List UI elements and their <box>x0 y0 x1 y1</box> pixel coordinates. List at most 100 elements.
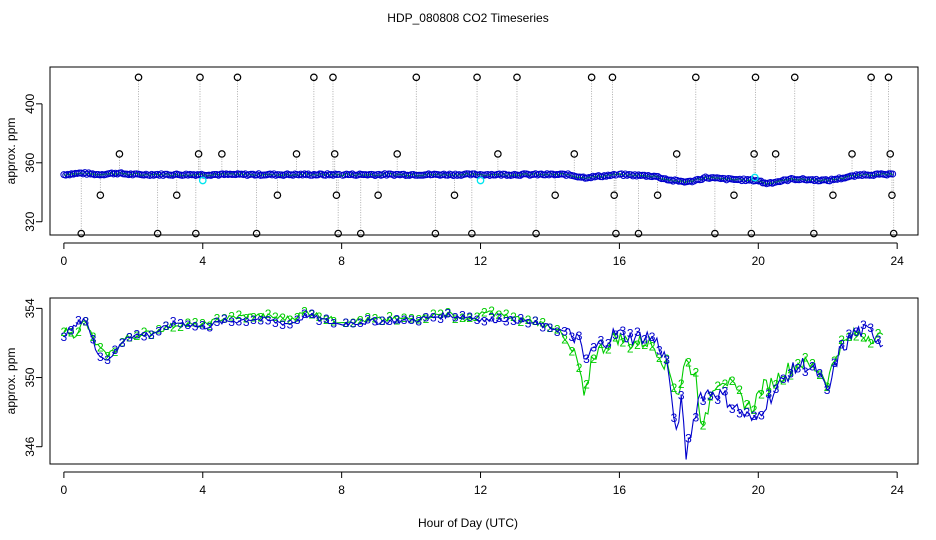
outlier-point <box>810 229 818 238</box>
series-2-marker: 2 <box>525 313 532 327</box>
series-2-marker: 2 <box>243 312 250 326</box>
outlier-point <box>393 150 402 158</box>
outlier-point <box>450 191 459 200</box>
outlier-point <box>194 150 203 158</box>
series-3-marker: 3 <box>867 321 874 335</box>
series-2-marker: 2 <box>279 311 286 325</box>
y-tick-label: 320 <box>23 211 37 231</box>
outlier-point <box>431 229 440 238</box>
series-3-marker: 3 <box>272 316 279 330</box>
series-3-marker: 3 <box>401 313 408 327</box>
series-2-marker: 2 <box>90 330 97 344</box>
series-2-marker: 2 <box>430 307 437 321</box>
top-panel-frame <box>49 66 919 236</box>
outlier-point <box>412 73 421 82</box>
series-2-marker: 2 <box>780 373 787 387</box>
series-3-marker: 3 <box>133 327 140 341</box>
series-2-marker: 2 <box>802 350 809 364</box>
series-2-marker: 2 <box>177 320 184 334</box>
outlier-point <box>96 191 105 200</box>
series-2-marker: 2 <box>437 307 444 321</box>
series-3-marker: 3 <box>692 411 699 425</box>
series-2-marker: 2 <box>170 321 177 335</box>
series-3-marker: 3 <box>423 311 430 325</box>
series-2-marker: 2 <box>634 338 641 352</box>
series-3-marker: 3 <box>415 315 422 329</box>
series-3-marker: 3 <box>386 314 393 328</box>
x-tick-label: 8 <box>338 483 345 497</box>
series-3-marker: 3 <box>357 316 364 330</box>
outlier-point <box>252 229 261 238</box>
series-2-marker: 2 <box>228 309 235 323</box>
x-tick-label: 20 <box>752 254 766 268</box>
series-2-marker: 2 <box>488 304 495 318</box>
outlier-point <box>848 150 856 158</box>
cyan-point <box>476 176 485 185</box>
series-2-marker: 2 <box>104 350 111 364</box>
series-2-marker: 2 <box>68 325 75 339</box>
series-2-marker: 2 <box>612 331 619 345</box>
series-2-marker: 2 <box>287 313 294 327</box>
series-3-marker: 3 <box>547 321 554 335</box>
series-3-marker: 3 <box>170 315 177 329</box>
x-tick-label: 24 <box>890 254 904 268</box>
series-3-marker: 3 <box>714 393 721 407</box>
series-3-marker: 3 <box>787 366 794 380</box>
outlier-point <box>494 150 502 158</box>
series-2-marker: 2 <box>678 377 685 391</box>
outlier-point <box>329 73 337 82</box>
x-tick-label: 24 <box>890 483 904 497</box>
outlier-point <box>468 229 476 238</box>
outlier-point <box>653 191 662 200</box>
series-2-marker: 2 <box>831 354 838 368</box>
outlier-point <box>730 191 738 200</box>
y-tick-label: 350 <box>23 367 37 387</box>
series-3-marker: 3 <box>445 307 452 321</box>
series-3-marker: 3 <box>148 328 155 342</box>
series-3-marker: 3 <box>758 409 765 423</box>
series-2-marker: 2 <box>795 356 802 370</box>
series-2-marker: 2 <box>510 310 517 324</box>
series-2-marker: 2 <box>423 312 430 326</box>
outlier-point <box>551 191 559 200</box>
series-2-marker: 2 <box>685 355 692 369</box>
y-tick-label: 354 <box>23 298 37 318</box>
series-2-marker: 2 <box>671 381 678 395</box>
main-series-point <box>757 177 765 185</box>
series-3-marker: 3 <box>214 315 221 329</box>
series-3-marker: 3 <box>824 383 831 397</box>
series-3-marker: 3 <box>707 389 714 403</box>
series-3-marker: 3 <box>466 310 473 324</box>
series-3-marker: 3 <box>294 313 301 327</box>
outlier-point <box>192 229 200 238</box>
outlier-point <box>587 73 596 82</box>
series-3-marker: 3 <box>780 372 787 386</box>
series-3-marker: 3 <box>177 316 184 330</box>
outlier-point <box>750 150 758 158</box>
series-2-marker: 2 <box>722 377 729 391</box>
y-tick-label: 360 <box>23 152 37 172</box>
series-3-marker: 3 <box>330 316 337 330</box>
cyan-point <box>750 173 759 182</box>
outlier-point <box>886 150 895 158</box>
outlier-point <box>888 191 896 200</box>
series-3-marker: 3 <box>141 329 148 343</box>
series-2-marker: 2 <box>758 388 765 402</box>
series-3-marker: 3 <box>561 324 568 338</box>
series-3-marker: 3 <box>736 406 743 420</box>
series-2-marker: 2 <box>386 310 393 324</box>
series-2-marker: 2 <box>301 305 308 319</box>
outlier-point <box>172 191 181 200</box>
series-3-marker: 3 <box>350 317 357 331</box>
series-2-marker: 2 <box>627 342 634 356</box>
series-3-marker: 3 <box>649 330 656 344</box>
series-3-marker: 3 <box>860 318 867 332</box>
series-3-marker: 3 <box>838 338 845 352</box>
series-2-marker: 2 <box>459 311 466 325</box>
top-panel-data <box>60 73 898 238</box>
outlier-point <box>273 191 282 200</box>
series-2-marker: 2 <box>590 352 597 366</box>
series-2-marker: 2 <box>155 323 162 337</box>
